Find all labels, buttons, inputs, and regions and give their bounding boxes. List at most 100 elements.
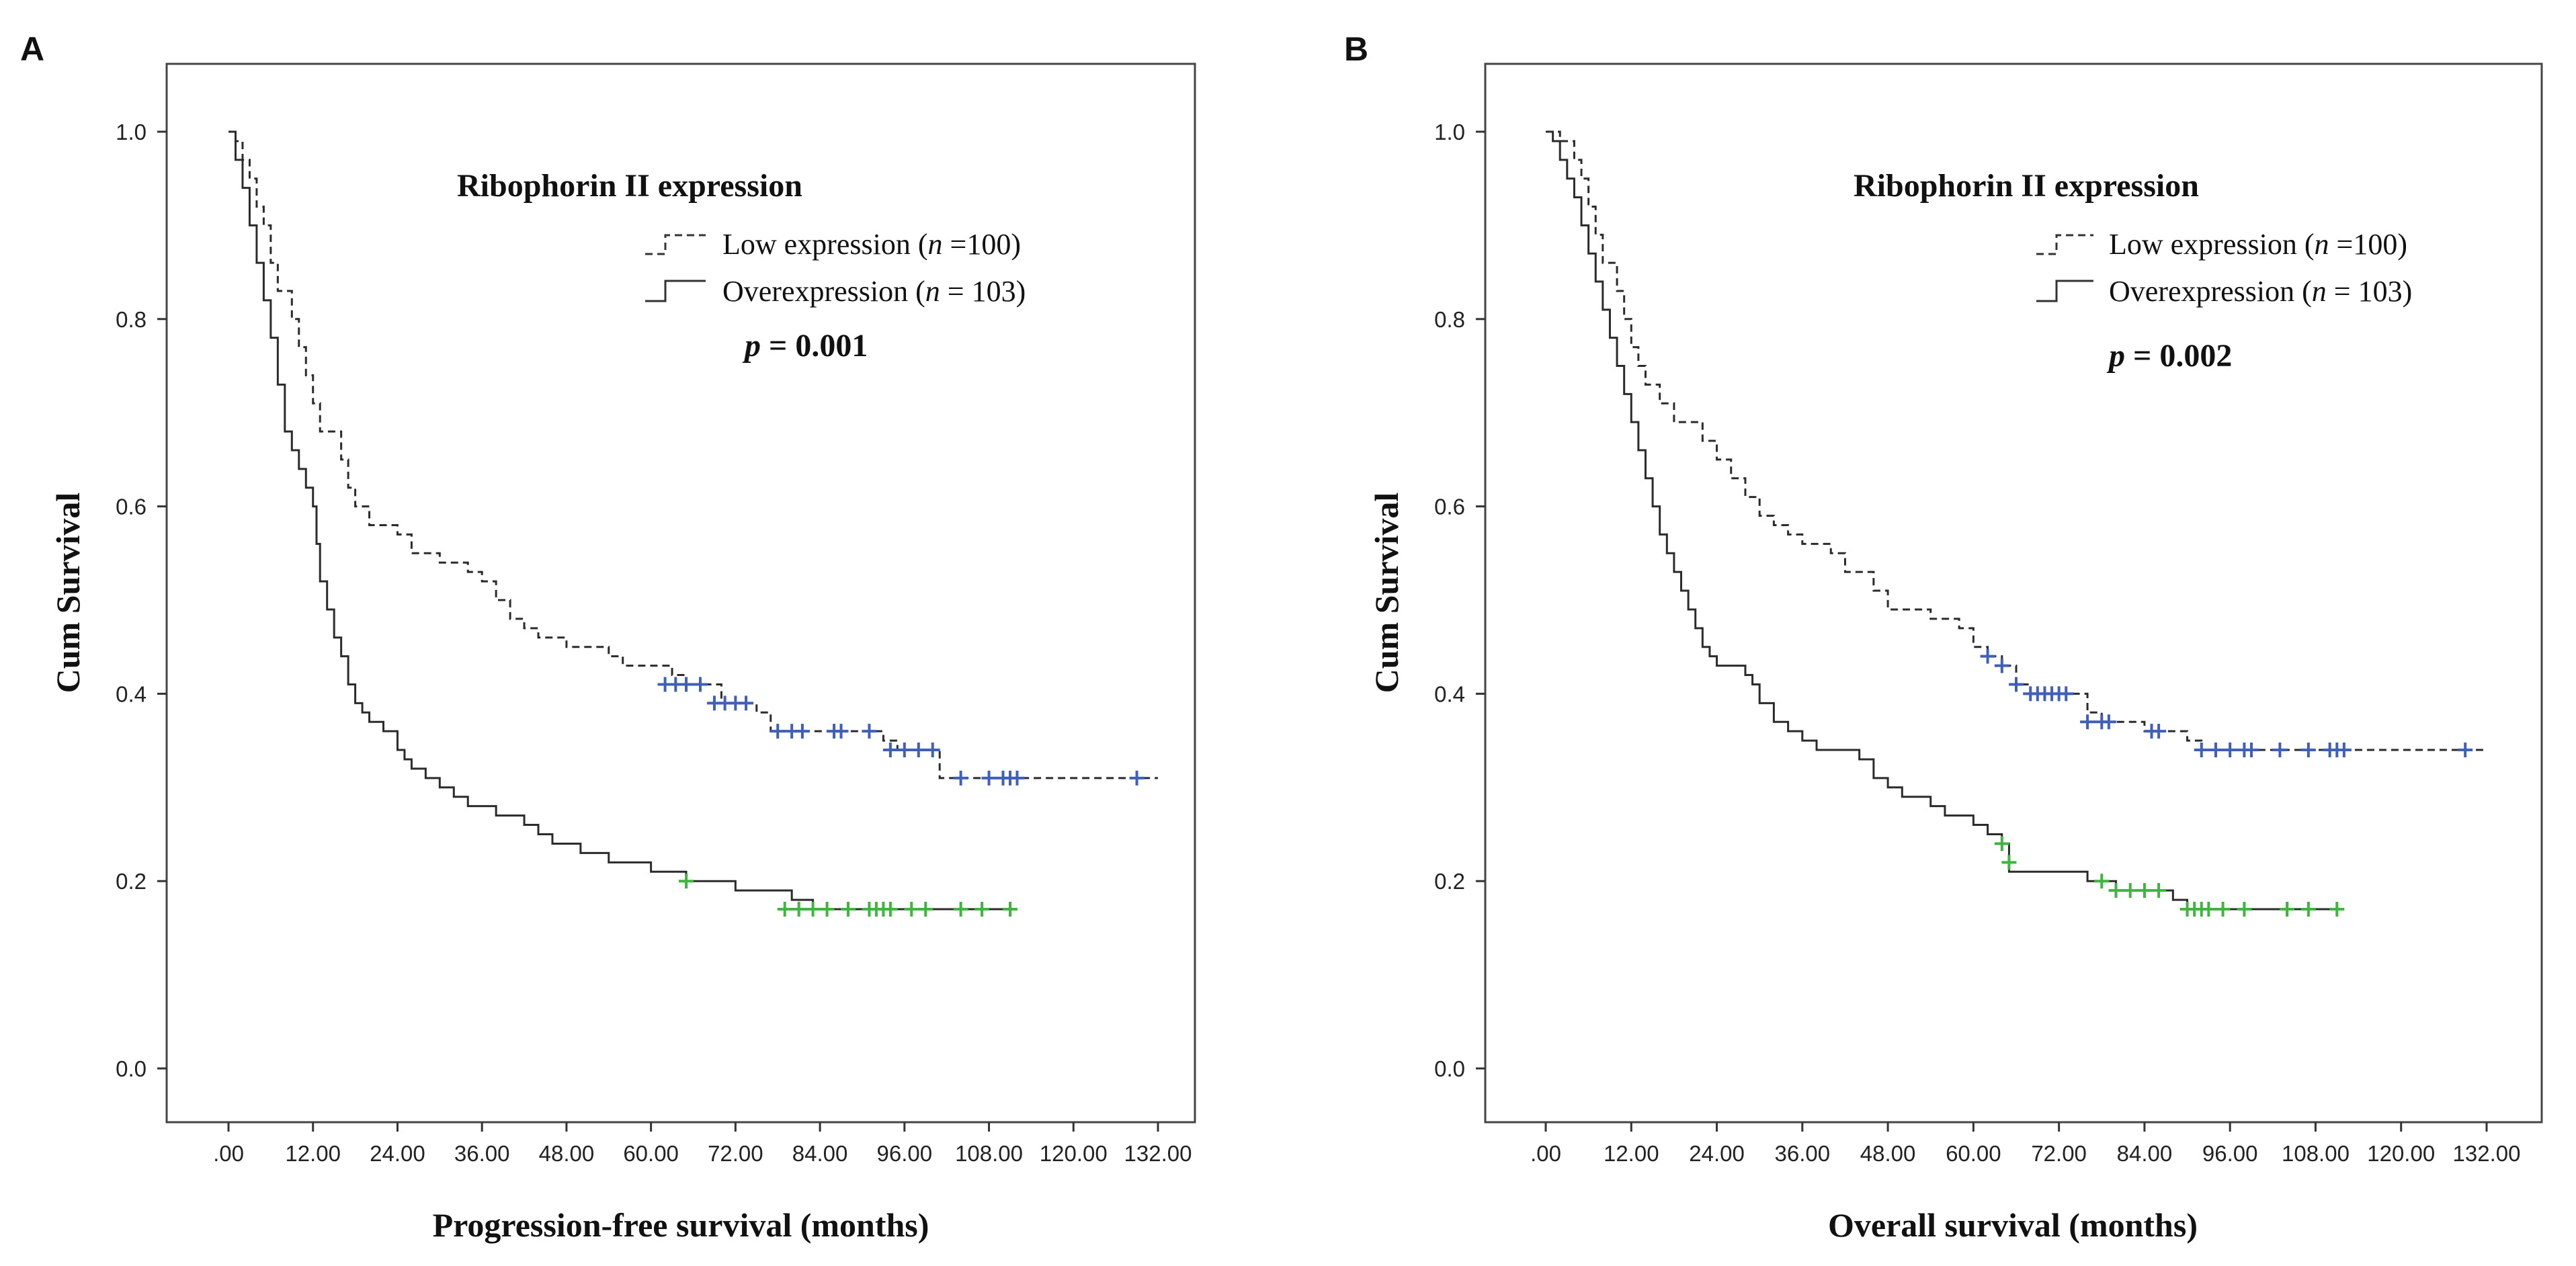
panel-b-x-tick-label: 48.00 (1860, 1141, 1916, 1166)
panel-a-x-axis-title: Progression-free survival (months) (433, 1206, 929, 1244)
panel-b-censor-mark (2080, 714, 2095, 730)
panel-b-label: B (1344, 30, 1368, 68)
panel-b-censor-mark (2280, 902, 2295, 917)
panel-a-censor-mark (1009, 770, 1025, 786)
panel-a-censor-mark (981, 770, 997, 786)
panel-a-censor-mark (862, 724, 877, 739)
panel-a-legend-low: Low expression (n =100) (722, 228, 1021, 261)
panel-a-censor-mark (679, 874, 694, 889)
panel-a-y-tick-label: 0.6 (116, 495, 147, 519)
panel-a-censor-mark (974, 902, 990, 917)
panel-a-p-value: p = 0.001 (742, 328, 868, 364)
panel-b-x-tick-label: 108.00 (2282, 1141, 2350, 1166)
panel-b-censor-mark (2458, 743, 2473, 758)
panel-b-x-tick-label: 36.00 (1775, 1141, 1831, 1166)
panel-a-x-tick-label: .00 (213, 1141, 244, 1166)
panel-b-x-tick-label: 96.00 (2202, 1141, 2258, 1166)
panel-b-censor-mark (2300, 902, 2316, 917)
panel-a-x-tick-label: 108.00 (955, 1141, 1023, 1166)
panel-b-censor-mark (2215, 902, 2231, 917)
panel-b-censor-mark (2009, 677, 2024, 692)
panel-b-x-tick-label: 120.00 (2367, 1141, 2435, 1166)
panel-a-ticks: .00 12.00 24.00 36.00 48.00 60.00 72.00 84.00 96… (116, 120, 1192, 1166)
panel-a-censor-mark (897, 743, 912, 758)
panel-b-censor-mark (2151, 724, 2167, 739)
panel-b-censor-mark (2201, 902, 2216, 917)
panel-a-y-tick-label: 0.0 (116, 1056, 147, 1081)
panel-a-censor-mark (692, 677, 708, 692)
panel-a-y-axis-title: Cum Survival (49, 493, 87, 693)
panel-b-censor-mark (1994, 836, 2009, 851)
panel-a-x-tick-label: 48.00 (539, 1141, 595, 1166)
panel-a-x-tick-label: 72.00 (708, 1141, 763, 1166)
panel-a: A .00 12.00 24.00 36.00 48.00 60.00 72.00 84.00… (20, 30, 1196, 1244)
panel-a-censor-mark (918, 902, 933, 917)
panel-b-censor-mark (2122, 883, 2138, 898)
panel-b-series-overexpression-line (1546, 130, 2337, 911)
panel-a-x-tick-label: 36.00 (454, 1141, 510, 1166)
panel-b-legend: Ribophorin II expression Low expression … (1854, 168, 2412, 374)
panel-a-censor-mark (679, 677, 694, 692)
panel-a-x-tick-label: 60.00 (623, 1141, 679, 1166)
panel-b-y-tick-label: 0.8 (1434, 307, 1465, 332)
panel-a-censor-mark (841, 902, 856, 917)
panel-b-x-tick-label: 60.00 (1946, 1141, 2001, 1166)
panel-b-censor-mark (2094, 874, 2110, 889)
panel-b-x-tick-label: 72.00 (2031, 1141, 2087, 1166)
panel-b-x-tick-label: 132.00 (2453, 1141, 2521, 1166)
panel-a-censor-mark (791, 902, 806, 917)
panel-a-x-tick-label: 132.00 (1124, 1141, 1192, 1166)
panel-b-x-tick-label: 84.00 (2117, 1141, 2173, 1166)
panel-a-censor-mark (739, 695, 754, 711)
panel-b-censor-mark (2194, 743, 2209, 758)
panel-a-series-low-expression-line (228, 130, 1158, 779)
panel-a-y-tick-label: 0.8 (116, 307, 147, 332)
panel-b-censor-mark (2222, 743, 2238, 758)
panel-b-censor-mark (2101, 714, 2116, 730)
panel-a-censor-mark (770, 724, 786, 739)
panel-b-censor-mark (2272, 743, 2288, 758)
panel-a-censor-mark (904, 902, 919, 917)
panel-a-censor-mark (882, 902, 898, 917)
panel-b-y-tick-label: 0.6 (1434, 495, 1465, 519)
panel-a-legend: Ribophorin II expression Low expression … (457, 168, 1026, 364)
panel-b-censor-mark (2059, 686, 2074, 702)
panel-b-censor-mark (2108, 883, 2124, 898)
panel-b-frame (1484, 62, 2543, 1124)
panel-b-legend-title: Ribophorin II expression (1854, 168, 2199, 204)
panel-a-y-tick-label: 0.2 (116, 869, 147, 894)
panel-b-y-tick-label: 0.0 (1434, 1056, 1465, 1081)
panel-b-p-value: p = 0.002 (2106, 338, 2232, 374)
panel-a-x-tick-label: 24.00 (370, 1141, 425, 1166)
panel-b-x-tick-label: 24.00 (1689, 1141, 1745, 1166)
panel-b-censor-mark (2336, 743, 2352, 758)
panel-a-x-tick-label: 120.00 (1040, 1141, 1108, 1166)
panel-b-x-tick-label: 12.00 (1604, 1141, 1659, 1166)
panel-a-censor-mark (953, 902, 968, 917)
panel-a-x-tick-label: 96.00 (877, 1141, 933, 1166)
panel-b-y-axis-title: Cum Survival (1368, 493, 1405, 693)
panel-a-x-tick-label: 84.00 (792, 1141, 848, 1166)
panel-b-censor-mark (2151, 883, 2167, 898)
panel-a-censor-mark (819, 902, 835, 917)
panel-a-y-tick-label: 0.4 (116, 681, 147, 706)
panel-a-legend-title: Ribophorin II expression (457, 168, 802, 204)
panel-b-legend-swatch-over (2036, 280, 2093, 302)
panel-b-x-axis-title: Overall survival (months) (1828, 1206, 2198, 1244)
panel-b-legend-low: Low expression (n =100) (2109, 228, 2407, 261)
panel-b-censor-mark (2237, 902, 2252, 917)
panel-a-censor-mark (911, 743, 926, 758)
panel-a-legend-swatch-low (645, 234, 706, 255)
panel-a-series (228, 130, 1158, 917)
panel-a-censor-mark (953, 770, 968, 786)
panel-b-censor-mark (2244, 743, 2259, 758)
panel-b-series (1546, 130, 2487, 917)
panel-a-legend-swatch-over (645, 280, 706, 302)
panel-a-censor-mark (805, 902, 821, 917)
panel-a-legend-over: Overexpression (n = 103) (722, 275, 1026, 308)
panel-b-censor-mark (2329, 902, 2345, 917)
panel-b-legend-swatch-low (2036, 234, 2093, 255)
panel-b-ticks: .00 12.00 24.00 36.00 48.00 60.00 72.00 84.00 96… (1434, 120, 2520, 1166)
panel-b-y-tick-label: 0.4 (1434, 681, 1465, 706)
panel-a-label: A (20, 30, 44, 68)
